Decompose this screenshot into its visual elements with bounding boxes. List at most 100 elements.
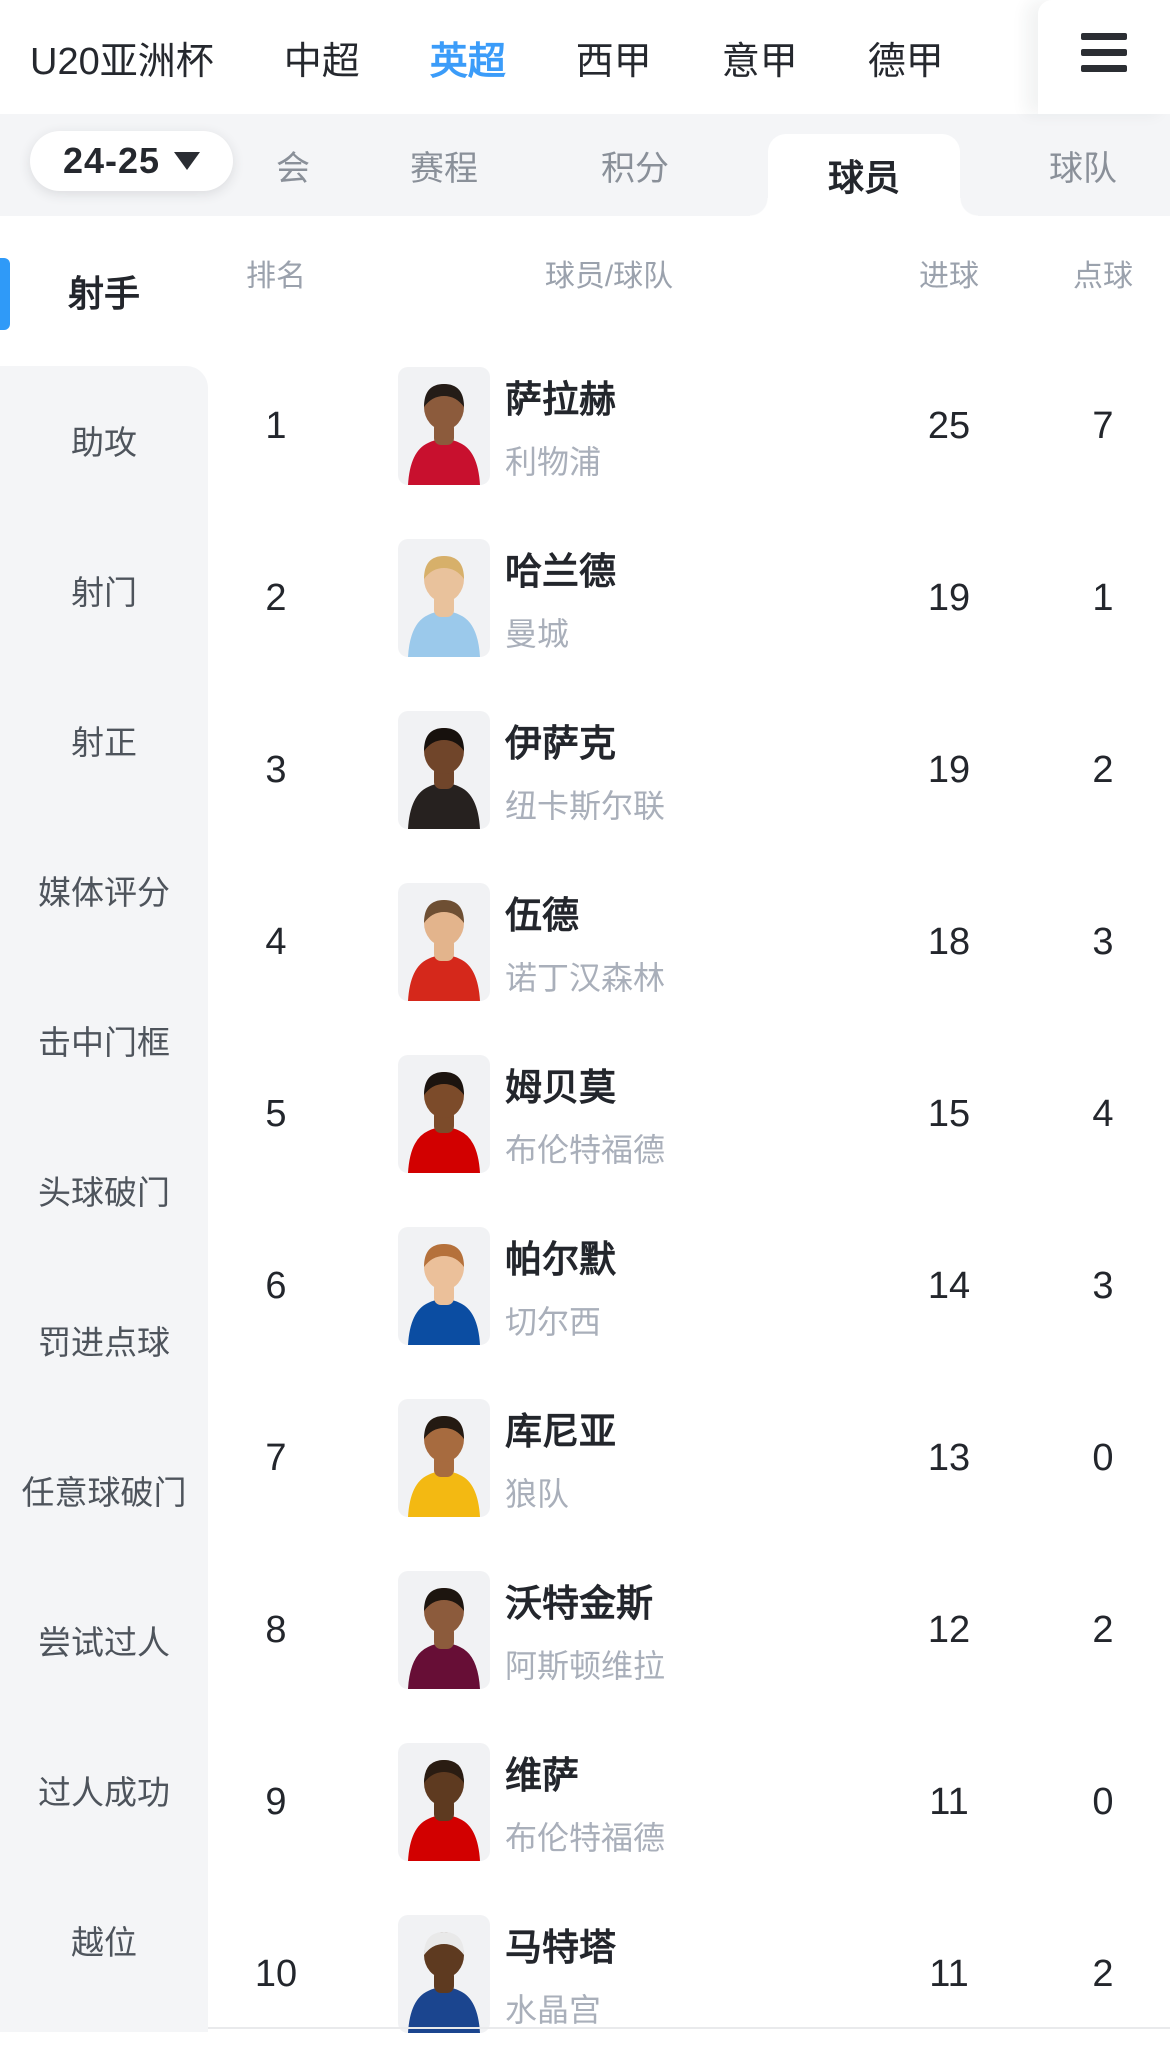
- tab-schedule[interactable]: 赛程: [410, 149, 478, 188]
- player-info: 萨拉赫 利物浦: [505, 369, 616, 483]
- player-team: 切尔西: [505, 1304, 602, 1340]
- rank-value: 4: [265, 920, 287, 963]
- player-team: 利物浦: [505, 444, 602, 480]
- sidebar-item-dribbles-attempted[interactable]: 尝试过人: [38, 1624, 170, 1661]
- sidebar-item-label: 射手: [67, 273, 140, 314]
- player-team: 布伦特福德: [505, 1820, 666, 1856]
- menu-panel: [1038, 0, 1170, 114]
- player-info: 库尼亚 狼队: [505, 1401, 616, 1515]
- player-avatar: [398, 1915, 490, 2033]
- table-row[interactable]: 1 萨拉赫 利物浦 25 7: [208, 340, 1170, 512]
- tab-teams[interactable]: 球队: [1049, 149, 1117, 188]
- table-row[interactable]: 6 帕尔默 切尔西 14 3: [208, 1200, 1170, 1372]
- hamburger-menu-icon[interactable]: [1081, 32, 1127, 72]
- nav-item-csl[interactable]: 中超: [283, 40, 360, 83]
- table-row[interactable]: 3 伊萨克 纽卡斯尔联 19 2: [208, 684, 1170, 856]
- rank-value: 5: [265, 1092, 287, 1135]
- table-row[interactable]: 4 伍德 诺丁汉森林 18 3: [208, 856, 1170, 1028]
- bottom-divider: [208, 2027, 1170, 2029]
- goals-value: 13: [927, 1436, 971, 1479]
- player-info: 姆贝莫 布伦特福德: [505, 1057, 665, 1171]
- player-info: 沃特金斯 阿斯顿维拉: [505, 1573, 665, 1687]
- tab-players-selected[interactable]: 球员: [750, 134, 978, 216]
- player-avatar: [398, 1743, 490, 1861]
- table-row[interactable]: 5 姆贝莫 布伦特福德 15 4: [208, 1028, 1170, 1200]
- player-name: 萨拉赫: [505, 379, 616, 420]
- triangle-down-icon: [174, 152, 201, 170]
- player-avatar: [398, 367, 490, 485]
- rank-value: 1: [265, 404, 287, 447]
- table-row[interactable]: 7 库尼亚 狼队 13 0: [208, 1372, 1170, 1544]
- sidebar-item-dribbles-completed[interactable]: 过人成功: [38, 1774, 170, 1811]
- goals-value: 12: [927, 1608, 971, 1651]
- player-info: 伊萨克 纽卡斯尔联: [505, 713, 665, 827]
- player-team: 阿斯顿维拉: [505, 1648, 666, 1684]
- tab-players-label: 球员: [827, 157, 900, 198]
- player-team: 布伦特福德: [505, 1132, 666, 1168]
- tab-clipped[interactable]: 会: [276, 149, 310, 188]
- table-row[interactable]: 10 马特塔 水晶宫 11 2: [208, 1888, 1170, 2060]
- player-avatar: [398, 1055, 490, 1173]
- nav-item-premier-league[interactable]: 英超: [429, 40, 506, 83]
- tab-standings[interactable]: 积分: [601, 149, 669, 188]
- season-label: 24-25: [62, 140, 161, 181]
- active-accent-bar: [0, 258, 10, 330]
- nav-item-bundesliga[interactable]: 德甲: [867, 40, 944, 83]
- goals-value: 18: [927, 920, 971, 963]
- sidebar-item-headed-goals[interactable]: 头球破门: [38, 1174, 170, 1211]
- player-name: 马特塔: [505, 1927, 616, 1968]
- player-name: 库尼亚: [505, 1411, 616, 1452]
- top-nav: U20亚洲杯 中超 英超 西甲 意甲 德甲: [0, 0, 1170, 114]
- nav-item-serie-a[interactable]: 意甲: [721, 40, 798, 83]
- sidebar-stat-list: 助攻 射门 射正 媒体评分 击中门框 头球破门 罚进点球 任意球破门 尝试过人 …: [0, 366, 208, 2032]
- player-name: 帕尔默: [505, 1239, 616, 1280]
- penalties-value: 0: [1092, 1436, 1114, 1479]
- player-info: 帕尔默 切尔西: [505, 1229, 616, 1343]
- goals-value: 15: [927, 1092, 971, 1135]
- nav-item-u20-asian-cup[interactable]: U20亚洲杯: [30, 40, 214, 83]
- sidebar-item-penalties-scored[interactable]: 罚进点球: [38, 1324, 170, 1361]
- header-player: 球员/球队: [544, 260, 674, 293]
- sidebar-item-shots-on-target[interactable]: 射正: [71, 724, 137, 761]
- nav-item-laliga[interactable]: 西甲: [575, 40, 652, 83]
- goals-value: 11: [929, 1780, 969, 1823]
- player-name: 伊萨克: [505, 723, 616, 764]
- penalties-value: 2: [1092, 1952, 1114, 1995]
- player-team: 狼队: [505, 1476, 570, 1512]
- sidebar-item-assists[interactable]: 助攻: [71, 424, 137, 461]
- player-info: 哈兰德 曼城: [505, 541, 616, 655]
- penalties-value: 0: [1092, 1780, 1114, 1823]
- table-header: 排名 球员/球队 进球 点球: [208, 245, 1170, 301]
- table-row[interactable]: 8 沃特金斯 阿斯顿维拉 12 2: [208, 1544, 1170, 1716]
- player-avatar: [398, 711, 490, 829]
- table-row[interactable]: 9 维萨 布伦特福德 11 0: [208, 1716, 1170, 1888]
- penalties-value: 2: [1092, 748, 1114, 791]
- sidebar-item-freekick-goals[interactable]: 任意球破门: [21, 1474, 187, 1511]
- player-team: 纽卡斯尔联: [505, 788, 666, 824]
- player-avatar: [398, 1227, 490, 1345]
- penalties-value: 7: [1092, 404, 1114, 447]
- player-name: 姆贝莫: [505, 1067, 616, 1108]
- rank-value: 7: [265, 1436, 287, 1479]
- rank-value: 3: [265, 748, 287, 791]
- player-avatar: [398, 1571, 490, 1689]
- sidebar-item-shots[interactable]: 射门: [71, 574, 137, 611]
- player-team: 曼城: [505, 616, 570, 652]
- table-row[interactable]: 2 哈兰德 曼城 19 1: [208, 512, 1170, 684]
- goals-value: 14: [927, 1264, 971, 1307]
- sidebar-item-woodwork[interactable]: 击中门框: [38, 1024, 170, 1061]
- sidebar-item-top-scorers[interactable]: 射手: [0, 216, 208, 366]
- rank-value: 2: [265, 576, 287, 619]
- sidebar-item-media-rating[interactable]: 媒体评分: [38, 874, 170, 911]
- goals-value: 19: [927, 748, 971, 791]
- sidebar-item-offsides[interactable]: 越位: [71, 1924, 137, 1961]
- header-goals: 进球: [919, 260, 979, 293]
- section-tab-bar: 会 赛程 积分 球员 球队 24-25: [0, 114, 1170, 216]
- penalties-value: 2: [1092, 1608, 1114, 1651]
- season-selector[interactable]: 24-25: [30, 131, 233, 191]
- penalties-value: 3: [1092, 920, 1114, 963]
- player-info: 伍德 诺丁汉森林: [505, 885, 665, 999]
- rank-value: 8: [265, 1608, 287, 1651]
- rank-value: 6: [265, 1264, 287, 1307]
- rank-value: 10: [254, 1952, 298, 1995]
